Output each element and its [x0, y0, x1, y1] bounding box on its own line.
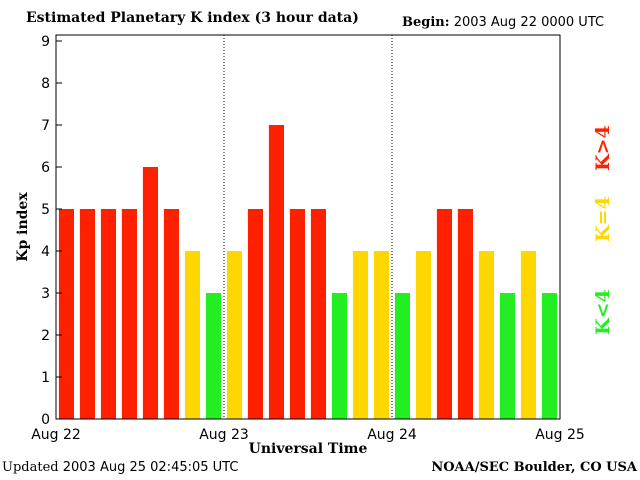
y-tick-label: 7	[41, 118, 50, 134]
y-tick-label: 4	[41, 244, 50, 260]
kp-bar	[79, 209, 95, 419]
x-axis-label: Universal Time	[249, 441, 368, 457]
kp-bar	[163, 209, 179, 419]
y-axis-label: Kp index	[15, 192, 31, 262]
kp-bar	[478, 251, 494, 419]
plot-frame	[55, 34, 561, 420]
kp-bar	[331, 293, 347, 419]
x-tick-label: Aug 23	[199, 427, 249, 443]
kp-bar	[289, 209, 305, 419]
kp-bar	[457, 209, 473, 419]
x-tick-label: Aug 24	[367, 427, 417, 443]
begin-value: 2003 Aug 22 0000 UTC	[453, 15, 605, 30]
kp-bar	[436, 209, 452, 419]
y-tick-label: 2	[41, 328, 50, 344]
updated-time: Updated 2003 Aug 25 02:45:05 UTC	[2, 460, 238, 475]
x-tick-label: Aug 25	[535, 427, 585, 443]
updated-label: Updated	[2, 460, 59, 475]
legend-item: K=4	[592, 196, 614, 242]
y-tick-label: 6	[41, 160, 50, 176]
kp-bar	[121, 209, 137, 419]
kp-bar	[100, 209, 116, 419]
kp-bar	[310, 209, 326, 419]
legend-item: K<4	[592, 289, 614, 335]
kp-bar	[541, 293, 557, 419]
kp-bar	[373, 251, 389, 419]
kp-bar	[352, 251, 368, 419]
kp-bar	[184, 251, 200, 419]
kp-bar	[58, 209, 74, 419]
legend-item: K>4	[592, 125, 614, 171]
kp-bar	[499, 293, 515, 419]
y-tick-label: 9	[41, 34, 50, 50]
kp-bar	[415, 251, 431, 419]
kp-bar	[520, 251, 536, 419]
y-tick-label: 0	[41, 412, 50, 428]
y-tick-label: 5	[41, 202, 50, 218]
kp-bar	[394, 293, 410, 419]
kp-bar	[142, 167, 158, 419]
begin-label: Begin:	[402, 15, 450, 30]
kp-bar	[268, 125, 284, 419]
begin-time: Begin: 2003 Aug 22 0000 UTC	[402, 15, 604, 30]
chart-title: Estimated Planetary K index (3 hour data…	[26, 10, 359, 26]
updated-value: 2003 Aug 25 02:45:05 UTC	[62, 460, 239, 475]
y-tick-label: 8	[41, 76, 50, 92]
kp-bar	[205, 293, 221, 419]
kp-bar	[247, 209, 263, 419]
kp-bar	[226, 251, 242, 419]
y-tick-label: 1	[41, 370, 50, 386]
source-credit: NOAA/SEC Boulder, CO USA	[431, 460, 637, 475]
x-tick-label: Aug 22	[31, 427, 81, 443]
y-tick-label: 3	[41, 286, 50, 302]
